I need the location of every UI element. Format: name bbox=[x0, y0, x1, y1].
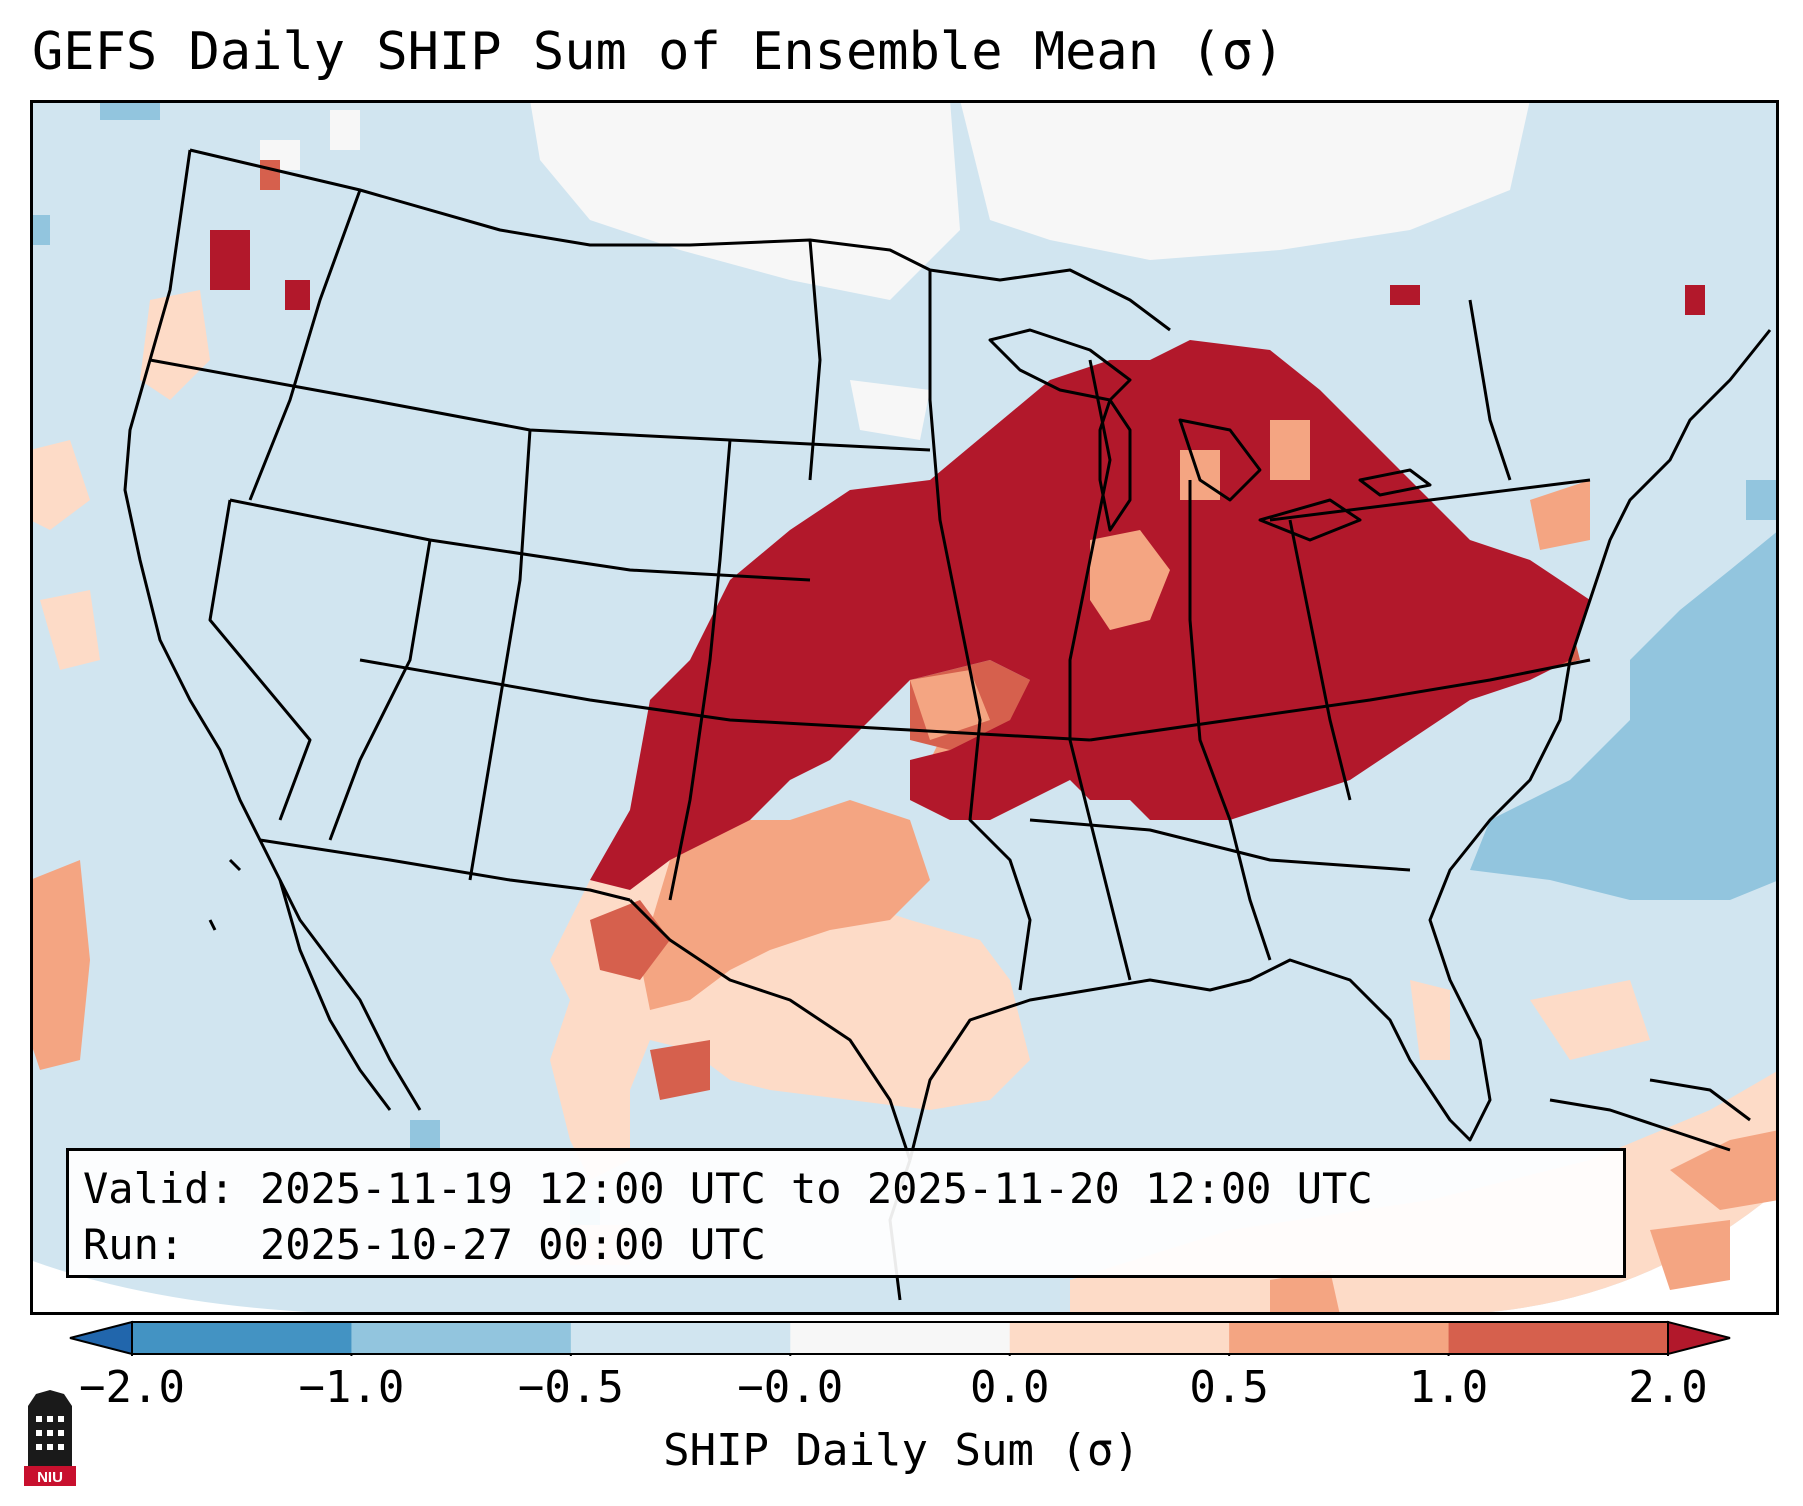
field-negative bbox=[30, 100, 1779, 1230]
valid-label: Valid: bbox=[83, 1164, 235, 1213]
colorbar-segment bbox=[1448, 1322, 1669, 1354]
map-border bbox=[30, 100, 1779, 1315]
field-max-positive-specks bbox=[210, 230, 1705, 315]
niu-logo: NIU bbox=[24, 1390, 76, 1486]
colorbar-tick-label: −1.0 bbox=[298, 1362, 405, 1413]
colorbar bbox=[69, 1320, 1731, 1356]
state-line-oh-ky-ga bbox=[1188, 480, 1272, 961]
state-line-il-in-al bbox=[1068, 359, 1132, 981]
colorbar-tick-label: 1.0 bbox=[1408, 1362, 1489, 1413]
colorbar-segment bbox=[790, 1322, 1011, 1354]
boundaries bbox=[123, 148, 1772, 1301]
state-line-new-england bbox=[1468, 299, 1512, 481]
colorbar-tick-label: 2.0 bbox=[1628, 1362, 1708, 1413]
state-line-southeast bbox=[1029, 818, 1411, 872]
colorbar-tick-label: 0.5 bbox=[1189, 1362, 1269, 1413]
state-line-nd-sd bbox=[808, 239, 822, 481]
rio-grande bbox=[628, 898, 912, 1161]
lake-ontario bbox=[1358, 468, 1432, 497]
us-mexico-border-west bbox=[259, 838, 631, 902]
logo-text: NIU bbox=[37, 1469, 63, 1486]
island bbox=[228, 858, 242, 872]
colorbar-segments bbox=[69, 1320, 1731, 1356]
colorbar-segment bbox=[351, 1322, 572, 1354]
field-near-zero bbox=[260, 100, 1530, 440]
run-label: Run: bbox=[83, 1220, 185, 1269]
colorbar-segment bbox=[1009, 1322, 1230, 1354]
baja-coast bbox=[278, 879, 392, 1111]
bahamas-outline bbox=[1649, 1078, 1751, 1122]
west-coastline bbox=[123, 149, 422, 1111]
colorbar-extend-high bbox=[1667, 1320, 1731, 1356]
valid-value: 2025-11-19 12:00 UTC to 2025-11-20 12:00… bbox=[260, 1164, 1373, 1213]
lake-erie bbox=[1258, 498, 1362, 542]
colorbar-segment bbox=[132, 1322, 352, 1354]
logo-banner bbox=[24, 1466, 76, 1486]
lake-superior bbox=[988, 328, 1132, 402]
lake-michigan bbox=[1098, 398, 1132, 532]
state-line-idaho bbox=[248, 189, 362, 501]
map-canvas bbox=[30, 100, 1779, 1315]
us-canada-border bbox=[189, 148, 1171, 332]
colorbar-label: SHIP Daily Sum (σ) bbox=[663, 1425, 1140, 1476]
state-line-pa-ny bbox=[1269, 478, 1591, 522]
map-panel bbox=[30, 100, 1779, 1315]
colorbar-outline bbox=[131, 1321, 1669, 1355]
gulf-atlantic-coast bbox=[908, 329, 1772, 1161]
state-line-wy-co-nm bbox=[468, 429, 532, 881]
state-line-nv-ca bbox=[208, 499, 312, 821]
state-line-ut-az bbox=[328, 539, 432, 841]
state-line-36n bbox=[359, 658, 1091, 742]
state-line-mississippi bbox=[928, 270, 1032, 991]
run-value: 2025-10-27 00:00 UTC bbox=[260, 1220, 766, 1269]
colorbar-extend-low bbox=[69, 1320, 133, 1356]
colorbar-tick-label: −0.0 bbox=[737, 1362, 844, 1413]
colorbar-tick-label: −0.5 bbox=[517, 1362, 624, 1413]
colorbar-segment bbox=[1229, 1322, 1450, 1354]
valid-run-info-box: Valid: 2025-11-19 12:00 UTC to 2025-11-2… bbox=[66, 1148, 1626, 1278]
field-neutral-negative bbox=[30, 100, 1779, 1315]
cuba-outline bbox=[1549, 1098, 1731, 1152]
state-line-ne-ks-ok bbox=[668, 439, 732, 901]
colorbar-tick-label: 0.0 bbox=[969, 1362, 1050, 1413]
lake-huron bbox=[1178, 418, 1262, 502]
colorbar-segment bbox=[570, 1322, 791, 1354]
field-holes bbox=[910, 420, 1310, 740]
colorbar-tick-label: −2.0 bbox=[79, 1362, 185, 1413]
field-max-positive bbox=[590, 340, 1590, 890]
logo-tower-icon bbox=[28, 1390, 72, 1466]
page-title: GEFS Daily SHIP Sum of Ensemble Mean (σ) bbox=[32, 22, 1285, 82]
state-line-pa-wv-sc bbox=[1288, 519, 1352, 801]
state-line-tn-nc-va bbox=[1089, 658, 1591, 742]
island bbox=[208, 919, 217, 931]
